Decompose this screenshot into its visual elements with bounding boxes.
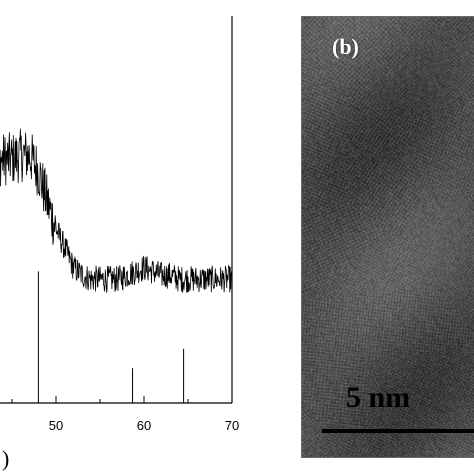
x-axis-label-fragment: ): [2, 446, 10, 471]
x-tick-label: 70: [225, 418, 239, 433]
scale-bar: [322, 429, 474, 433]
x-tick-label: 60: [137, 418, 151, 433]
xrd-plot: 50 60 70: [0, 16, 239, 433]
tem-image: [302, 17, 474, 457]
tem-image-panel: (b) 5 nm: [301, 16, 474, 458]
reference-lines: [37, 271, 185, 403]
panel-b-label: (b): [332, 34, 359, 59]
plot-frame: [0, 16, 233, 404]
x-axis-tick-labels: 50 60 70: [49, 418, 239, 433]
x-tick-label: 50: [49, 418, 63, 433]
xrd-series-line: [0, 128, 232, 293]
x-axis-ticks: [11, 396, 233, 403]
series-lines: [0, 128, 232, 293]
scale-bar-label: 5 nm: [346, 381, 411, 414]
